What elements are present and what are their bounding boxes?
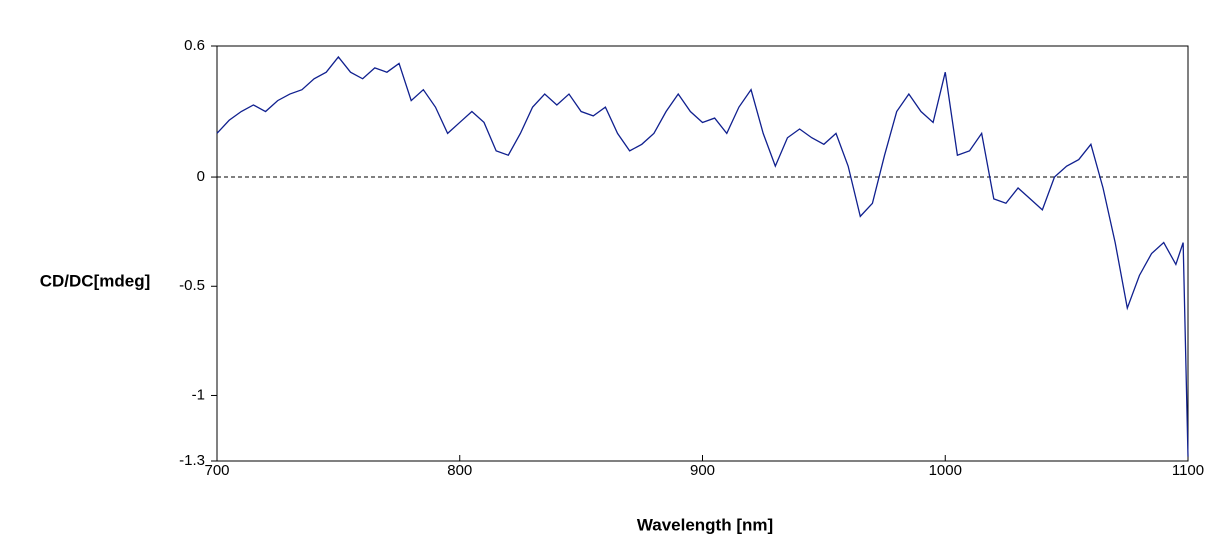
data-line [216,55,1189,457]
x-tick-label: 800 [447,462,472,479]
y-tick-label: 0.6 [184,37,205,54]
plot-frame [216,45,1189,462]
y-tick-label: -1.3 [179,452,205,469]
x-tick-label: 1000 [929,462,962,479]
y-tick-label: -0.5 [179,277,205,294]
x-axis-label: Wavelength [nm] [637,515,773,534]
y-tick-label: -1 [192,386,205,403]
x-tick-label: 1100 [1172,462,1204,479]
x-tick-label: 900 [690,462,715,479]
y-tick-label: 0 [197,168,205,185]
y-axis-label: CD/DC[mdeg] [40,271,151,290]
x-tick-label: 700 [204,462,229,479]
